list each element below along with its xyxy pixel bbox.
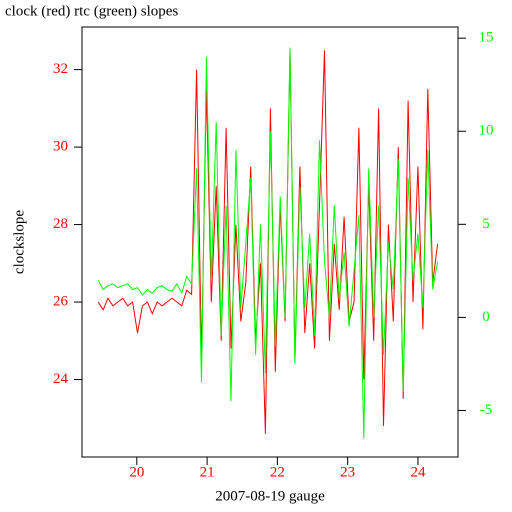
- y2-tick-label: 15: [479, 30, 494, 46]
- x-axis-label: 2007-08-19 gauge: [215, 488, 325, 504]
- y-tick-label: 30: [53, 139, 68, 155]
- y-tick-label: 28: [53, 216, 68, 232]
- y2-tick-label: 0: [482, 309, 490, 325]
- series-line: [97, 47, 439, 439]
- plot-frame: [81, 26, 459, 458]
- x-tick-label: 23: [340, 464, 355, 480]
- y-tick-label: 26: [53, 293, 69, 309]
- x-tick-label: 21: [200, 464, 215, 480]
- y-tick-label: 24: [53, 371, 69, 387]
- y-axis-label: clockslope: [11, 210, 27, 274]
- x-tick-label: 20: [129, 464, 144, 480]
- y2-tick-label: 10: [479, 123, 494, 139]
- y-tick-label: 32: [53, 61, 68, 77]
- y2-tick-label: 5: [482, 216, 490, 232]
- chart-title: clock (red) rtc (green) slopes: [5, 3, 178, 19]
- x-tick-label: 24: [410, 464, 426, 480]
- x-tick-label: 22: [270, 464, 285, 480]
- y2-tick-label: -5: [480, 402, 493, 418]
